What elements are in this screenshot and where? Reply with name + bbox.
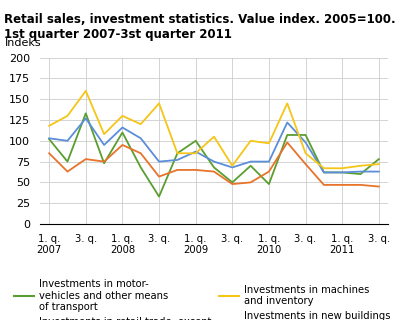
Text: Indeks: Indeks (5, 38, 42, 48)
Legend: Investments in motor-
vehicles and other means
of transport, Investments in reta: Investments in motor- vehicles and other… (14, 279, 390, 320)
Text: Retail sales, investment statistics. Value index. 2005=100.
1st quarter 2007-3st: Retail sales, investment statistics. Val… (4, 13, 396, 41)
